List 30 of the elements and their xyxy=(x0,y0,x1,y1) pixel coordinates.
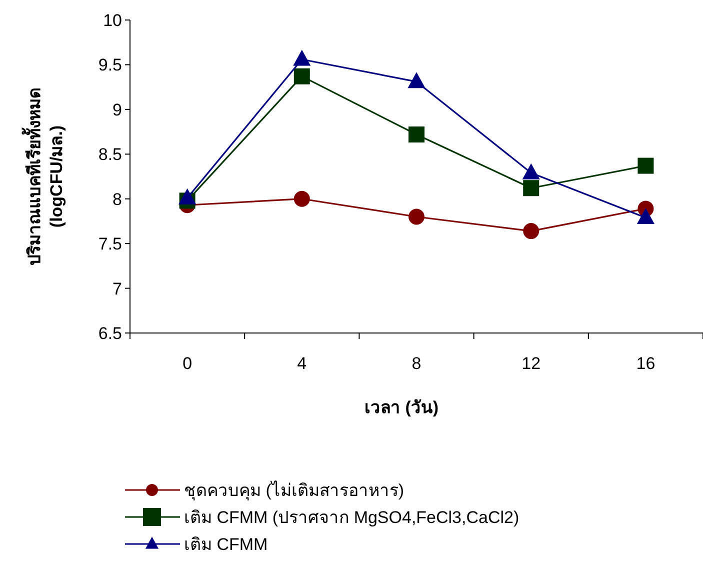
legend-label: ชุดควบคุม (ไม่เติมสารอาหาร) xyxy=(184,480,404,501)
y-tick-label: 9 xyxy=(112,100,122,120)
legend-label: เติม CFMM xyxy=(184,535,268,554)
x-tick-label: 4 xyxy=(297,354,307,373)
y-tick-label: 7 xyxy=(112,279,122,298)
y-tick-label: 8.5 xyxy=(98,145,122,164)
point xyxy=(523,223,540,240)
x-tick-label: 8 xyxy=(412,354,422,373)
point xyxy=(178,188,196,204)
y-tick-label: 6.5 xyxy=(98,324,122,343)
point xyxy=(293,50,311,66)
point xyxy=(294,190,310,207)
x-tick-label: 0 xyxy=(182,354,192,373)
point xyxy=(638,158,654,174)
point xyxy=(523,180,540,196)
y-tick-label: 7.5 xyxy=(98,234,122,254)
x-tick-label: 16 xyxy=(636,354,656,373)
point xyxy=(408,126,424,142)
point xyxy=(294,68,310,84)
y-tick-label: 10 xyxy=(103,11,122,30)
y-tick-label: 9.5 xyxy=(98,56,122,75)
point xyxy=(636,208,654,224)
y-tick-label: 8 xyxy=(112,190,122,209)
x-tick-label: 12 xyxy=(522,354,541,373)
point xyxy=(408,208,424,225)
point xyxy=(408,72,426,88)
y-axis-title: ปริมาณแบคทีเรียทั้งหมด (logCFU/มล.) xyxy=(21,88,66,266)
point xyxy=(522,163,540,180)
legend-label: เติม CFMM (ปราศจาก MgSO4,FeCl3,CaCl2) xyxy=(184,508,520,527)
x-axis-title: เวลา (วัน) xyxy=(364,398,439,417)
